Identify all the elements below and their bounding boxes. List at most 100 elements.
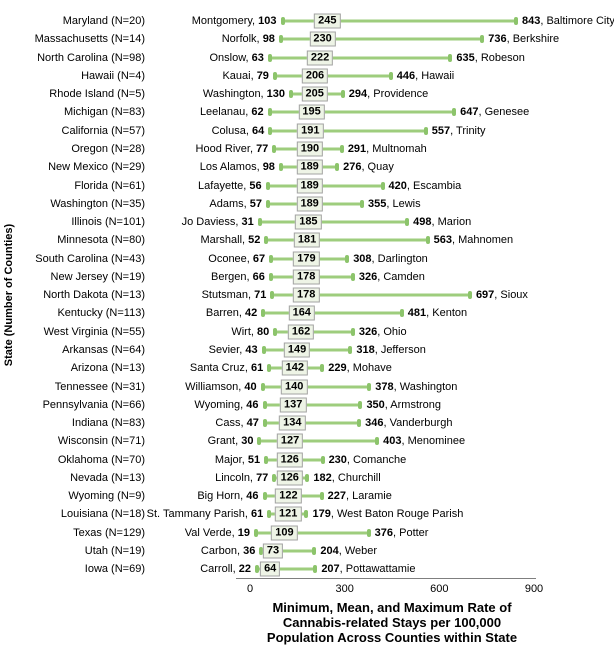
mean-value-box: 137 — [280, 397, 307, 413]
min-cap — [261, 309, 266, 318]
min-label: Carroll, 22 — [200, 563, 251, 575]
min-county-name: Colusa, — [211, 124, 252, 137]
max-value: 843 — [522, 15, 541, 28]
min-label: Oconee, 67 — [208, 253, 265, 265]
min-cap — [278, 35, 283, 44]
min-county-name: Big Horn, — [197, 490, 247, 503]
max-county-name: , Baltimore City — [540, 15, 614, 28]
min-cap — [267, 364, 272, 373]
min-label: Major, 51 — [215, 454, 260, 466]
state-label: West Virginia (N=55) — [43, 325, 145, 338]
min-label: Colusa, 64 — [212, 125, 265, 137]
max-county-name: , Darlington — [371, 252, 428, 265]
min-county-name: Bergen, — [210, 270, 253, 283]
max-label: 318, Jefferson — [356, 344, 426, 356]
range-bar — [266, 238, 428, 242]
max-cap — [350, 327, 355, 336]
chart-row: Wyoming (N=9) Big Horn, 46 122 227, Laramie — [0, 487, 614, 505]
min-value: 43 — [245, 343, 258, 356]
min-county-name: Norfolk, — [221, 33, 263, 46]
x-axis-title-line: Cannabis-related Stays per 100,000 — [282, 615, 502, 630]
min-county-name: Onslow, — [209, 51, 252, 64]
max-cap — [358, 400, 363, 409]
min-label: Adams, 57 — [209, 198, 262, 210]
mean-value-box: 191 — [297, 123, 324, 139]
chart-row: Illinois (N=101) Jo Daviess, 31 185 498, Ma… — [0, 213, 614, 231]
min-label: Lafayette, 56 — [198, 180, 262, 192]
min-value: 46 — [246, 398, 259, 411]
state-label: South Carolina (N=43) — [35, 252, 145, 265]
min-label: Hood River, 77 — [196, 143, 269, 155]
chart-row: Arkansas (N=64) Sevier, 43 149 318, Jeffers… — [0, 341, 614, 359]
max-value: 446 — [396, 69, 416, 82]
max-cap — [380, 181, 385, 190]
x-axis-tick-label: 600 — [430, 583, 449, 595]
max-county-name: , Weber — [338, 544, 378, 557]
max-value: 230 — [328, 453, 347, 466]
min-cap — [265, 199, 270, 208]
max-value: 346 — [365, 417, 384, 430]
range-bar — [270, 129, 426, 133]
max-cap — [319, 492, 324, 501]
max-cap — [423, 126, 428, 135]
max-label: 647, Genesee — [460, 106, 529, 118]
range-bar — [262, 385, 370, 389]
max-county-name: , Providence — [367, 88, 429, 101]
max-county-name: , Berkshire — [506, 33, 560, 46]
mean-value-box: 149 — [283, 342, 311, 358]
chart-row: Nevada (N=13) Lincoln, 77 126 182, Churchil… — [0, 469, 614, 487]
min-value: 42 — [245, 307, 258, 320]
min-cap — [259, 546, 264, 555]
state-label: California (N=57) — [61, 124, 145, 137]
state-label: North Dakota (N=13) — [43, 289, 145, 302]
min-value: 80 — [257, 325, 270, 338]
max-value: 403 — [383, 435, 402, 448]
max-label: 635, Robeson — [456, 52, 525, 64]
range-bar — [267, 184, 383, 188]
max-county-name: , Potter — [393, 526, 429, 539]
min-county-name: Lincoln, — [215, 471, 257, 484]
max-county-name: , Comanche — [346, 453, 407, 466]
chart-row: Rhode Island (N=5) Washington, 130 205 294,… — [0, 85, 614, 103]
min-cap — [278, 163, 283, 172]
min-cap — [257, 218, 262, 227]
min-cap — [272, 473, 277, 482]
min-label: Los Alamos, 98 — [200, 161, 275, 173]
mean-value-box: 190 — [296, 141, 324, 157]
max-value: 350 — [366, 398, 385, 411]
chart-row: Pennsylvania (N=66) Wyoming, 46 137 350, Ar… — [0, 396, 614, 414]
max-value: 498 — [413, 216, 432, 229]
mean-value-box: 189 — [296, 196, 323, 212]
min-value: 51 — [247, 453, 261, 466]
min-cap — [272, 71, 277, 80]
min-county-name: St. Tammany Parish, — [146, 508, 251, 521]
max-cap — [366, 528, 371, 537]
max-label: 179, West Baton Rouge Parish — [312, 508, 463, 520]
max-cap — [480, 35, 485, 44]
max-value: 326 — [358, 270, 378, 283]
min-cap — [265, 181, 270, 190]
min-county-name: Lafayette, — [198, 179, 250, 192]
min-cap — [289, 90, 294, 99]
mean-value-box: 179 — [293, 251, 320, 267]
max-value: 647 — [460, 106, 479, 119]
max-county-name: , Marion — [431, 216, 472, 229]
state-label: New Mexico (N=29) — [48, 161, 145, 174]
min-county-name: Carbon, — [200, 544, 244, 557]
x-axis-tick-label: 0 — [246, 583, 254, 595]
mean-value-box: 230 — [309, 31, 336, 47]
min-value: 98 — [262, 161, 275, 174]
mean-value-box: 178 — [292, 269, 320, 285]
min-value: 98 — [262, 33, 275, 46]
max-county-name: , Kenton — [426, 307, 468, 320]
min-label: Val Verde, 19 — [185, 527, 250, 539]
max-county-name: , Genesee — [478, 106, 530, 119]
mean-value-box: 181 — [293, 232, 321, 248]
max-value: 563 — [433, 234, 453, 247]
chart-row: West Virginia (N=55) Wirt, 80 162 326, Ohio — [0, 323, 614, 341]
max-cap — [514, 17, 518, 26]
min-label: Wirt, 80 — [231, 326, 269, 338]
min-label: Onslow, 63 — [209, 52, 263, 64]
state-label: Oklahoma (N=70) — [57, 453, 145, 466]
min-county-name: Jo Daviess, — [181, 216, 242, 229]
